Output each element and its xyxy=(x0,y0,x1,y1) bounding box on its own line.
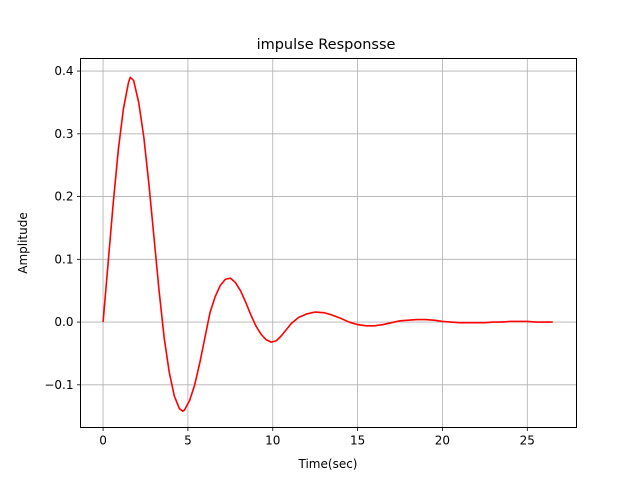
x-tick-label: 25 xyxy=(520,434,535,448)
y-tick-label: −0.1 xyxy=(44,378,73,392)
series-layer xyxy=(102,76,553,412)
x-axis: 0 5 10 15 20 25 xyxy=(99,427,535,448)
y-axis-label: Amplitude xyxy=(16,212,30,274)
chart-title: impulse Responsse xyxy=(257,37,396,53)
grid xyxy=(80,58,577,428)
x-tick-label: 20 xyxy=(435,434,450,448)
x-tick-label: 15 xyxy=(350,434,365,448)
series-line xyxy=(102,76,553,412)
plot-frame xyxy=(80,58,577,428)
x-tick-label: 10 xyxy=(265,434,280,448)
y-tick-label: 0.1 xyxy=(54,252,73,266)
x-tick-label: 5 xyxy=(184,434,192,448)
y-tick-label: 0.2 xyxy=(54,190,73,204)
x-tick-label: 0 xyxy=(99,434,107,448)
x-axis-label: Time(sec) xyxy=(298,457,358,471)
y-tick-label: 0.0 xyxy=(54,315,73,329)
y-axis: −0.1 0.0 0.1 0.2 0.3 0.4 xyxy=(44,64,81,392)
y-tick-label: 0.3 xyxy=(54,127,73,141)
y-tick-label: 0.4 xyxy=(54,64,73,78)
